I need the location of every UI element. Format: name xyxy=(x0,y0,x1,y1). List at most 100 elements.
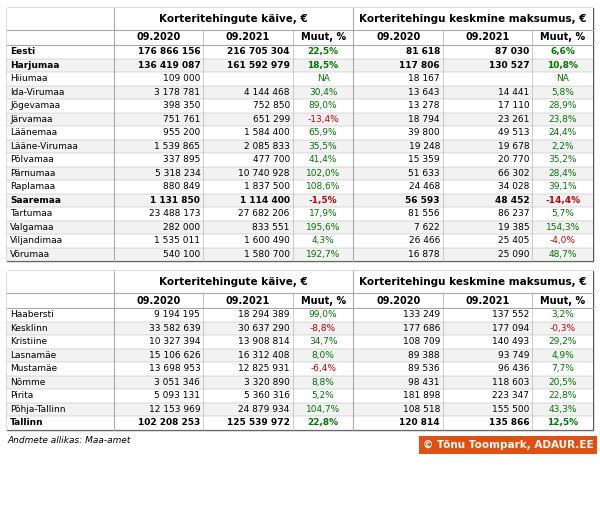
Text: Harjumaa: Harjumaa xyxy=(10,60,59,70)
Text: 09.2020: 09.2020 xyxy=(136,296,181,306)
Text: 89 388: 89 388 xyxy=(408,351,440,360)
Text: 26 466: 26 466 xyxy=(409,236,440,245)
Text: 25 090: 25 090 xyxy=(498,250,529,259)
Text: 140 493: 140 493 xyxy=(492,337,529,346)
Text: 30,4%: 30,4% xyxy=(309,88,337,97)
Bar xyxy=(7,180,593,194)
Text: 177 686: 177 686 xyxy=(403,323,440,333)
Text: 48 452: 48 452 xyxy=(495,196,529,205)
Bar xyxy=(7,220,593,234)
Text: 216 705 304: 216 705 304 xyxy=(227,47,290,56)
Text: 16 312 408: 16 312 408 xyxy=(238,351,290,360)
Text: 14 441: 14 441 xyxy=(498,88,529,97)
Text: Järvamaa: Järvamaa xyxy=(10,115,53,124)
Text: 9 194 195: 9 194 195 xyxy=(154,310,200,319)
Text: 833 551: 833 551 xyxy=(253,222,290,232)
Bar xyxy=(7,30,114,45)
Text: Põlvamaa: Põlvamaa xyxy=(10,155,54,164)
Text: 176 866 156: 176 866 156 xyxy=(137,47,200,56)
Bar xyxy=(7,402,593,416)
Text: 10 327 394: 10 327 394 xyxy=(149,337,200,346)
Text: 4 144 468: 4 144 468 xyxy=(244,88,290,97)
Text: 24 879 934: 24 879 934 xyxy=(238,404,290,414)
Text: 13 698 953: 13 698 953 xyxy=(149,364,200,373)
Text: 118 603: 118 603 xyxy=(492,378,529,387)
Text: 177 094: 177 094 xyxy=(492,323,529,333)
Text: Tallinn: Tallinn xyxy=(10,418,44,427)
Text: 86 237: 86 237 xyxy=(498,209,529,218)
Text: 13 278: 13 278 xyxy=(409,101,440,110)
Bar xyxy=(7,153,593,167)
Bar xyxy=(7,194,593,207)
Text: 651 299: 651 299 xyxy=(253,115,290,124)
Text: 23 261: 23 261 xyxy=(498,115,529,124)
Bar xyxy=(7,8,114,30)
Text: 18 294 389: 18 294 389 xyxy=(238,310,290,319)
Text: 22,8%: 22,8% xyxy=(308,418,338,427)
Bar xyxy=(7,271,114,293)
Text: -0,3%: -0,3% xyxy=(550,323,576,333)
Bar xyxy=(7,308,593,321)
Text: 10,8%: 10,8% xyxy=(547,60,578,70)
Text: -4,0%: -4,0% xyxy=(550,236,576,245)
Text: 120 814: 120 814 xyxy=(399,418,440,427)
Text: 125 539 972: 125 539 972 xyxy=(227,418,290,427)
Bar xyxy=(7,72,593,86)
Bar xyxy=(7,293,114,308)
Bar xyxy=(532,30,593,45)
Text: Tartumaa: Tartumaa xyxy=(10,209,52,218)
Text: 8,8%: 8,8% xyxy=(311,378,335,387)
Text: 337 895: 337 895 xyxy=(163,155,200,164)
Text: Muut, %: Muut, % xyxy=(540,296,585,306)
Text: 09.2020: 09.2020 xyxy=(376,296,420,306)
Bar xyxy=(114,293,203,308)
Text: 195,6%: 195,6% xyxy=(306,222,340,232)
Text: Raplamaa: Raplamaa xyxy=(10,182,55,191)
Text: 1 539 865: 1 539 865 xyxy=(154,141,200,151)
Bar xyxy=(203,293,293,308)
Text: 27 682 206: 27 682 206 xyxy=(238,209,290,218)
Text: 3 051 346: 3 051 346 xyxy=(154,378,200,387)
Text: 752 850: 752 850 xyxy=(253,101,290,110)
Text: 56 593: 56 593 xyxy=(406,196,440,205)
Bar xyxy=(7,248,593,261)
Text: 955 200: 955 200 xyxy=(163,128,200,137)
Text: 15 359: 15 359 xyxy=(408,155,440,164)
Text: 87 030: 87 030 xyxy=(495,47,529,56)
Text: 181 898: 181 898 xyxy=(403,391,440,400)
Text: 108,6%: 108,6% xyxy=(306,182,340,191)
Text: 17 110: 17 110 xyxy=(498,101,529,110)
Text: 5,8%: 5,8% xyxy=(551,88,574,97)
Text: 35,5%: 35,5% xyxy=(309,141,337,151)
Text: NA: NA xyxy=(317,74,329,83)
Bar xyxy=(7,45,593,58)
Text: 13 908 814: 13 908 814 xyxy=(238,337,290,346)
Text: 51 633: 51 633 xyxy=(408,169,440,178)
Text: Pärnumaa: Pärnumaa xyxy=(10,169,55,178)
Text: Pirita: Pirita xyxy=(10,391,33,400)
Bar xyxy=(7,139,593,153)
Text: 81 556: 81 556 xyxy=(408,209,440,218)
Text: 25 405: 25 405 xyxy=(498,236,529,245)
Bar xyxy=(353,271,593,293)
Text: 1 584 400: 1 584 400 xyxy=(244,128,290,137)
Text: 4,9%: 4,9% xyxy=(551,351,574,360)
Text: Jõgevamaa: Jõgevamaa xyxy=(10,101,60,110)
Text: 09.2021: 09.2021 xyxy=(226,296,270,306)
Text: 98 431: 98 431 xyxy=(409,378,440,387)
Text: 24 468: 24 468 xyxy=(409,182,440,191)
Text: Andmete allikas: Maa-amet: Andmete allikas: Maa-amet xyxy=(7,436,130,445)
Text: 17,9%: 17,9% xyxy=(309,209,337,218)
Text: 34 028: 34 028 xyxy=(498,182,529,191)
Text: 223 347: 223 347 xyxy=(493,391,529,400)
Text: 09.2021: 09.2021 xyxy=(226,33,270,43)
Text: 154,3%: 154,3% xyxy=(545,222,580,232)
Text: 8,0%: 8,0% xyxy=(311,351,335,360)
Bar xyxy=(7,335,593,349)
Text: 398 350: 398 350 xyxy=(163,101,200,110)
Text: Haabersti: Haabersti xyxy=(10,310,54,319)
Text: 3 178 781: 3 178 781 xyxy=(154,88,200,97)
Text: Kesklinn: Kesklinn xyxy=(10,323,47,333)
Bar xyxy=(7,207,593,220)
Text: 135 866: 135 866 xyxy=(489,418,529,427)
